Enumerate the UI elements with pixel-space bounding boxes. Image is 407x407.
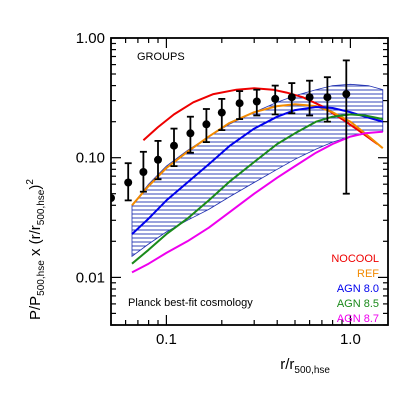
x-tick-label: 1.0 (340, 331, 361, 348)
y-tick-label: 1.00 (76, 30, 105, 47)
data-point (139, 168, 148, 176)
data-point (305, 93, 314, 102)
cosmology-label: Planck best-fit cosmology (128, 297, 253, 309)
series-line-agn-8-7 (131, 130, 383, 274)
data-point (342, 90, 351, 99)
plot-area (111, 59, 384, 274)
data-point (154, 155, 162, 164)
series-line-agn-8-5 (131, 113, 383, 265)
legend-entry: AGN 8.0 (337, 283, 379, 295)
model-curves (131, 87, 384, 274)
x-tick-label: 0.1 (156, 331, 177, 348)
axes: 0.1 1.0 0.01 0.10 1.00 (76, 30, 388, 348)
y-axis-label: P/P500,hse x (r/r500,hse)2 (25, 179, 47, 320)
data-point (271, 94, 280, 103)
legend-entry: AGN 8.7 (337, 313, 379, 325)
legend-entry: NOCOOL (331, 253, 379, 265)
data-point (202, 120, 211, 129)
legend-entry: REF (357, 268, 379, 280)
group-label: GROUPS (137, 51, 185, 63)
data-point (217, 108, 226, 117)
data-point (252, 97, 261, 106)
series-line-ref (131, 103, 384, 206)
legend-entry: AGN 8.5 (337, 298, 379, 310)
legend: NOCOOL REF AGN 8.0 AGN 8.5 AGN 8.7 (331, 253, 379, 325)
x-axis-label: r/r500,hse (280, 356, 330, 376)
series-line-nocool (142, 87, 378, 145)
y-tick-label: 0.01 (76, 269, 105, 286)
data-point (111, 194, 115, 202)
data-point (124, 178, 133, 187)
data-point (170, 141, 178, 150)
observed-data-points (111, 59, 351, 202)
data-point (235, 99, 244, 108)
data-point (287, 93, 296, 102)
series-line-agn-8-0 (131, 106, 384, 235)
y-tick-label: 0.10 (76, 150, 105, 167)
plot-frame (110, 37, 389, 326)
data-point (186, 129, 195, 138)
data-point (323, 93, 332, 102)
